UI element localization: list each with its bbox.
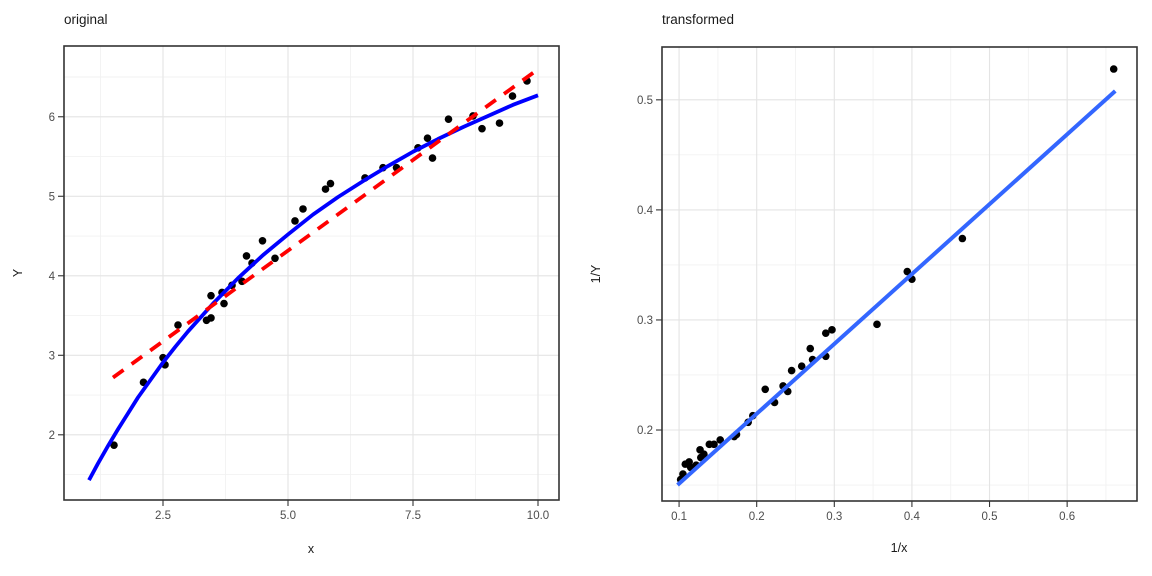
data-point [828, 326, 836, 334]
data-point [495, 119, 504, 127]
data-point [681, 460, 690, 468]
data-point [705, 440, 714, 449]
data-point [207, 291, 215, 300]
x-axis-title-transformed: 1/x [890, 540, 908, 555]
y-axis-title-original: Y [10, 268, 25, 278]
data-point [478, 124, 486, 133]
linear-fit-line [676, 89, 1117, 487]
chart-title-original: original [64, 12, 108, 27]
data-point [444, 115, 453, 123]
data-point [873, 320, 881, 329]
linear-fit-line [111, 65, 542, 380]
data-point [761, 385, 770, 394]
nls-fit-curve [87, 93, 539, 482]
x-tick-label: 0.2 [749, 511, 765, 523]
data-point [958, 234, 967, 243]
x-tick-label: 0.5 [982, 511, 998, 523]
y-tick-label: 0.5 [637, 95, 653, 107]
y-tick-label: 5 [49, 191, 55, 203]
data-point [903, 267, 912, 276]
x-tick-label: 0.3 [826, 511, 842, 523]
data-point [428, 154, 437, 162]
data-point [242, 252, 251, 260]
x-tick-label: 7.5 [405, 510, 421, 522]
x-tick-label: 10.0 [527, 510, 549, 522]
data-point [423, 134, 432, 143]
chart-title-transformed: transformed [662, 12, 735, 27]
data-point [291, 217, 299, 225]
data-point [326, 179, 335, 188]
x-tick-label: 0.1 [671, 511, 687, 523]
data-point [797, 362, 806, 370]
data-point [207, 314, 215, 322]
x-tick-label: 5.0 [280, 510, 296, 522]
y-tick-label: 3 [49, 350, 55, 362]
panel-border [63, 45, 560, 501]
x-tick-label: 2.5 [155, 510, 171, 522]
data-point [821, 329, 830, 337]
data-point [696, 446, 704, 454]
y-tick-label: 0.4 [637, 205, 654, 217]
panel-background [64, 46, 559, 500]
y-axis-title-transformed: 1/Y [588, 264, 603, 284]
data-point [220, 299, 228, 308]
data-point [508, 92, 517, 100]
data-point [697, 453, 705, 462]
x-axis-title-original: x [307, 541, 315, 556]
data-point [258, 236, 267, 245]
y-tick-label: 4 [49, 271, 56, 283]
y-tick-label: 0.2 [637, 425, 653, 437]
data-point [1109, 65, 1118, 73]
y-tick-label: 6 [49, 112, 55, 124]
data-point [110, 441, 118, 449]
data-point [174, 321, 182, 329]
y-tick-label: 0.3 [637, 315, 653, 327]
data-point [806, 344, 815, 353]
x-tick-label: 0.6 [1059, 511, 1075, 523]
data-point [299, 205, 307, 213]
plot-panel-original: 2.5 5.0 7.5 10.0 2 3 4 5 6 [49, 45, 560, 522]
x-tick-label: 0.4 [904, 511, 921, 523]
data-point [271, 254, 279, 263]
y-tick-label: 2 [49, 430, 55, 442]
data-point [787, 366, 796, 375]
panel-border [661, 46, 1138, 502]
data-point [716, 436, 725, 444]
data-point [321, 185, 330, 193]
plot-panel-transformed: 0.1 0.2 0.3 0.4 0.5 0.6 0.2 0.3 0.4 0.5 [637, 46, 1138, 523]
